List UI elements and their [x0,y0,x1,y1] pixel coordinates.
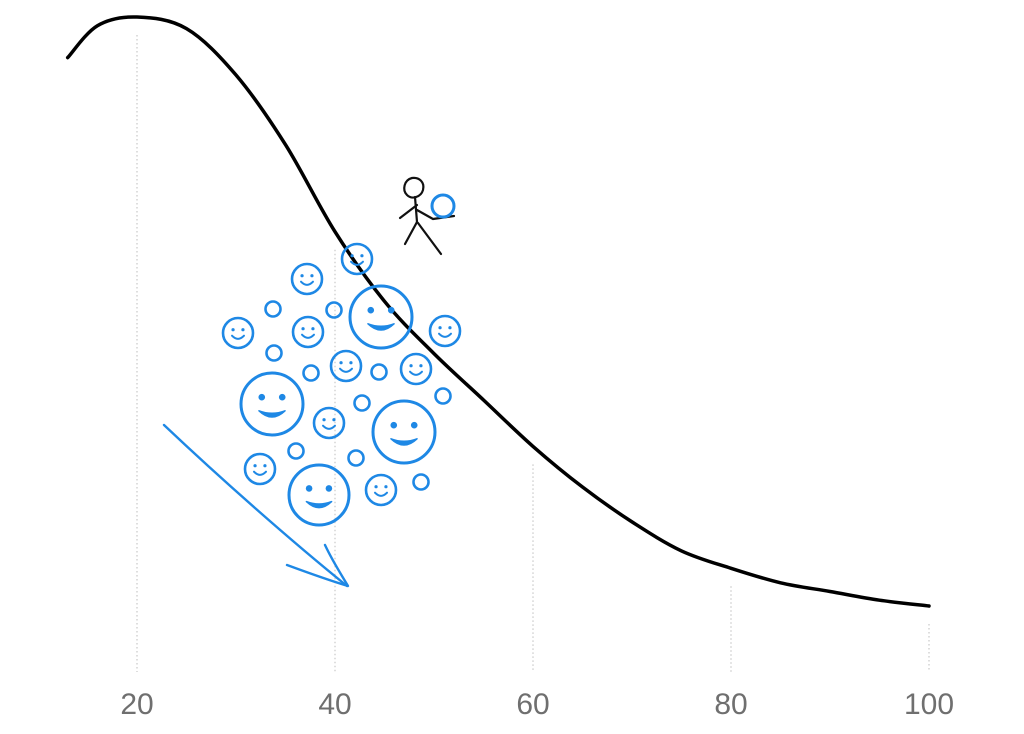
smiley-face-icon [221,316,255,350]
smiley-face-icon [399,352,433,386]
smiley-face-icon [329,349,363,383]
x-tick-label-20: 20 [120,688,153,721]
curve-line [65,15,931,608]
small-bubble-icon [287,442,305,460]
small-bubble-icon [265,344,283,362]
x-tick-label-80: 80 [714,688,747,721]
small-bubble-icon [434,387,452,405]
smiley-face-icon [340,242,374,276]
small-bubble-icon [347,449,365,467]
x-tick-label-60: 60 [516,688,549,721]
smiley-face-icon [371,399,437,465]
smiley-face-icon [364,473,398,507]
smiley-crowd [221,242,462,527]
down-right-arrow-icon [162,423,350,588]
ball-icon [430,193,456,219]
vertical-gridlines [136,35,930,672]
small-bubble-icon [353,394,371,412]
smiley-face-icon [348,284,414,350]
smiley-face-icon [291,315,325,349]
small-bubble-icon [370,363,388,381]
smiley-face-icon [239,371,305,437]
smiley-face-icon [290,262,324,296]
smiley-face-icon [287,463,351,527]
small-bubble-icon [302,364,320,382]
x-tick-label-40: 40 [318,688,351,721]
smiley-face-icon [243,452,277,486]
x-tick-label-100: 100 [904,688,954,721]
small-bubble-icon [412,473,430,491]
small-bubble-icon [325,301,343,319]
smiley-face-icon [312,406,346,440]
x-tick-labels: 20 40 60 80 100 [120,688,954,721]
small-bubble-icon [264,300,282,318]
smiley-face-icon [428,314,462,348]
